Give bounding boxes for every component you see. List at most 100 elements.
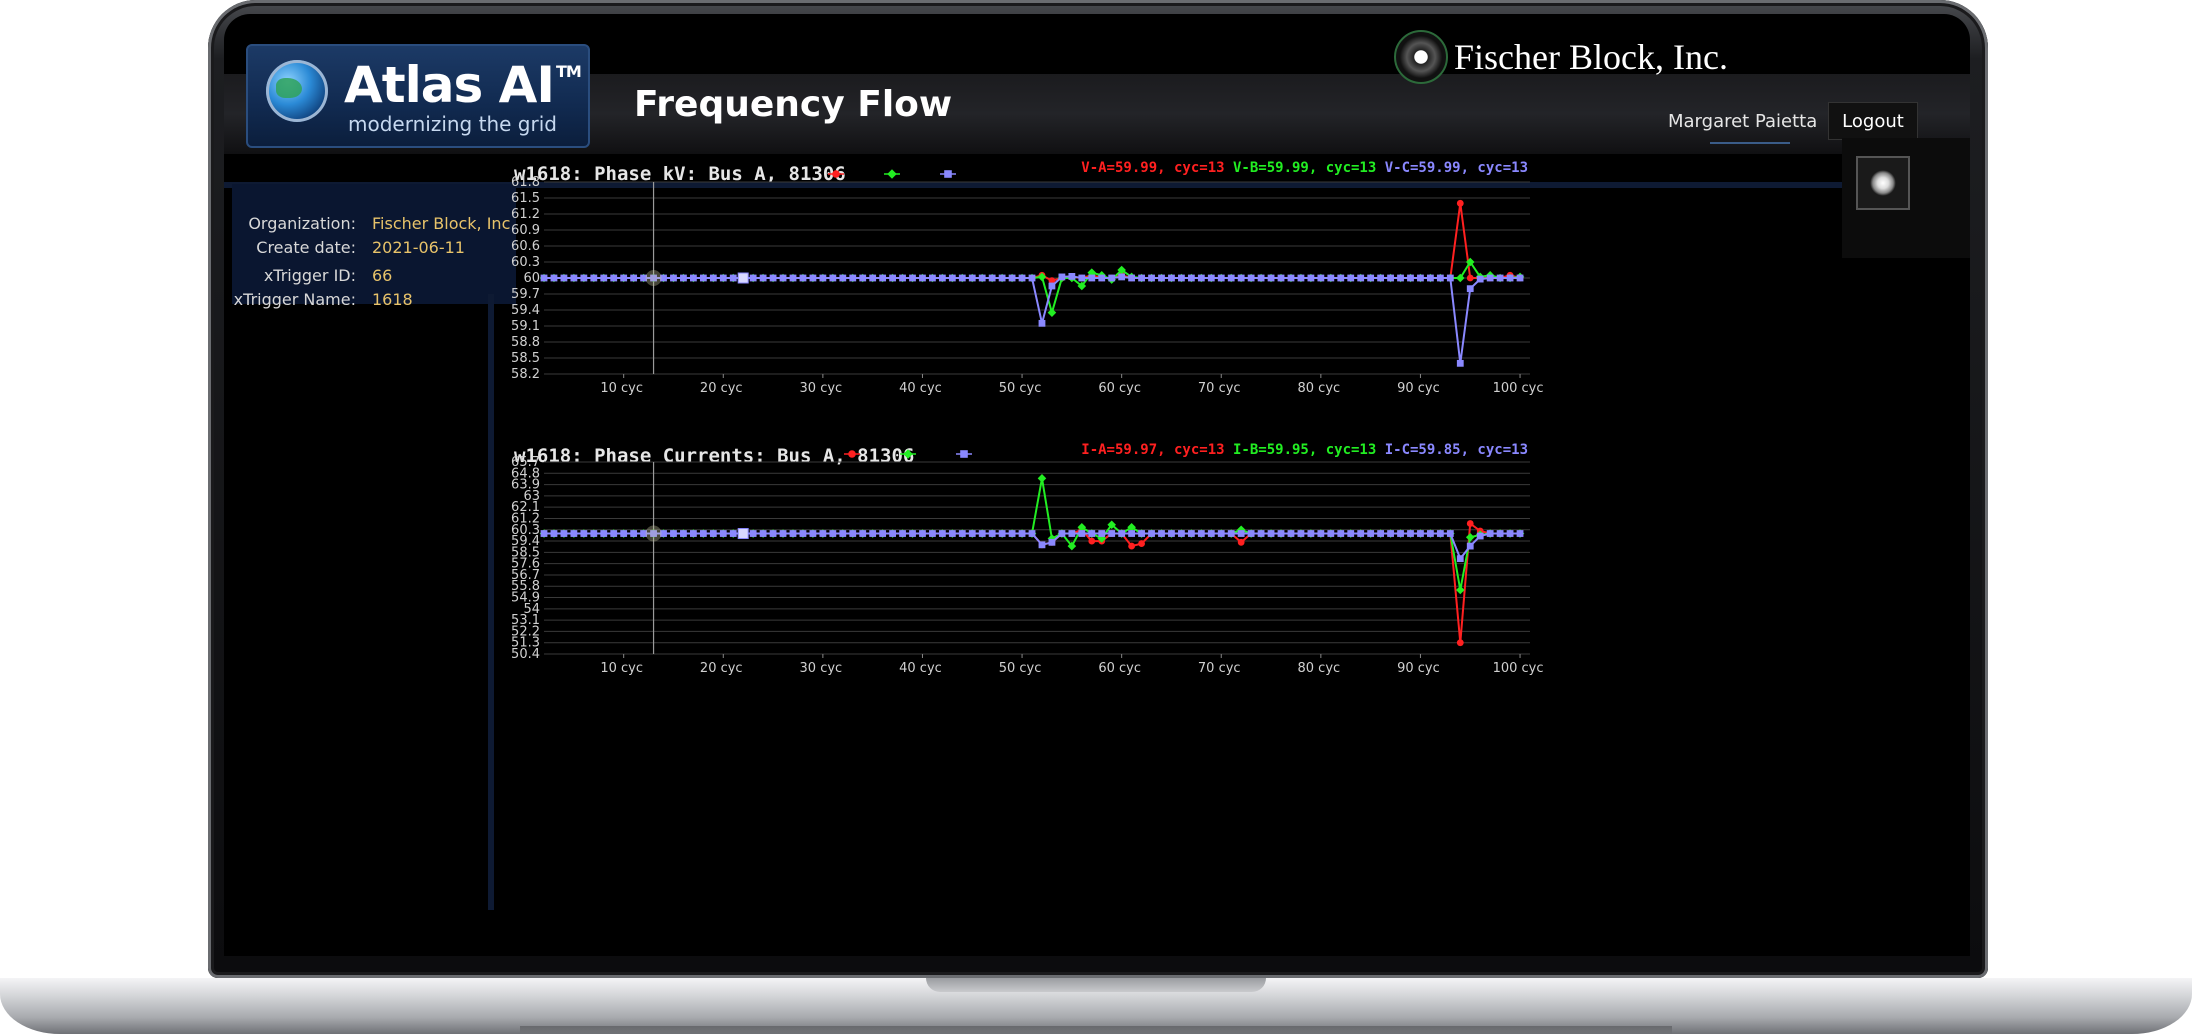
data-point-i-c (1407, 530, 1414, 537)
data-point-v-c (1327, 274, 1335, 282)
data-point-v-c (1237, 274, 1245, 282)
data-point-i-c (1178, 530, 1185, 537)
data-point-i-c (560, 530, 568, 537)
data-point-v-c (1148, 274, 1155, 282)
cursor-marker (645, 525, 662, 542)
y-tick-label: 50.4 (511, 647, 540, 662)
x-tick-label: 90 cyc (1397, 661, 1440, 676)
cursor-marker (645, 270, 662, 286)
y-tick-label: 54 (523, 602, 540, 617)
data-point-v-c (1377, 274, 1385, 282)
data-point-i-a (1456, 639, 1464, 647)
data-point-i-c (1048, 538, 1056, 546)
data-point-i-c (610, 530, 618, 537)
data-point-v-c (879, 274, 887, 282)
data-point-v-c (919, 274, 926, 282)
legend-entry: I-A=59.97, cyc=13 (1081, 442, 1224, 458)
data-point-i-b (1067, 541, 1077, 551)
data-point-v-c (699, 274, 707, 282)
y-tick-label: 61.2 (511, 207, 540, 222)
series-line-v-a (544, 203, 1521, 282)
x-tick-label: 90 cyc (1397, 381, 1440, 396)
data-point-i-b (1107, 520, 1116, 530)
x-tick-label: 20 cyc (700, 661, 743, 676)
data-point-i-c (1068, 530, 1076, 537)
data-point-v-c (889, 274, 896, 282)
data-point-v-b (1465, 257, 1475, 267)
data-point-v-c (540, 274, 548, 282)
data-point-i-c (1327, 530, 1335, 537)
y-tick-label: 61.5 (511, 191, 540, 206)
y-tick-label: 59.4 (511, 303, 540, 318)
data-point-i-c (1028, 530, 1036, 537)
data-point-i-b (1077, 522, 1087, 532)
data-point-i-c (1118, 530, 1126, 537)
data-point-i-c (1098, 530, 1106, 537)
data-point-v-c (1476, 275, 1484, 283)
data-point-v-c (1207, 274, 1215, 282)
y-tick-label: 57.6 (511, 557, 540, 572)
data-point-v-b (1077, 281, 1087, 291)
data-point-v-c (1466, 285, 1474, 293)
data-point-i-c (849, 530, 857, 537)
y-tick-label: 61.8 (511, 175, 540, 190)
data-point-i-c (1267, 530, 1275, 537)
data-point-i-c (799, 530, 807, 537)
data-point-i-c (550, 530, 558, 537)
info-label: xTrigger ID: (263, 266, 356, 285)
data-point-v-c (1397, 274, 1404, 282)
data-point-i-c (1038, 541, 1046, 549)
data-point-i-c (1297, 530, 1305, 537)
data-point-v-c (1128, 274, 1136, 282)
legend-entry: I-C=59.85, cyc=13 (1376, 442, 1528, 458)
data-point-i-c (570, 530, 578, 537)
y-tick-label: 58.5 (511, 545, 540, 560)
data-point-i-c (879, 530, 887, 537)
data-point-v-c (958, 274, 966, 282)
data-point-v-c (670, 274, 677, 282)
data-point-i-c (580, 530, 588, 537)
data-point-v-c (1496, 274, 1504, 282)
brand-logo[interactable]: Atlas AI TM modernizing the grid (246, 44, 590, 148)
data-point-v-c (909, 274, 916, 282)
data-point-i-c (1466, 542, 1474, 550)
data-point-i-c (779, 530, 787, 537)
data-point-v-b (1047, 308, 1057, 317)
legend-marker-v-b (887, 169, 897, 179)
company-mark-button[interactable] (1856, 156, 1910, 210)
data-point-i-a (1237, 538, 1245, 546)
legend-entry: V-B=59.99, cyc=13 (1225, 160, 1377, 176)
info-value: Fischer Block, Inc (372, 214, 511, 233)
laptop-notch (926, 978, 1266, 992)
data-point-i-c (709, 530, 717, 537)
charts-area[interactable]: w1618: Phase kV: Bus A, 81306 V-A=59.99, … (224, 14, 1970, 956)
data-point-v-c (948, 274, 956, 282)
data-point-v-c (968, 274, 976, 282)
data-point-v-c (1367, 274, 1375, 282)
data-point-i-c (1148, 530, 1155, 537)
info-value: 2021-06-11 (372, 238, 465, 257)
data-point-v-c (560, 274, 568, 282)
data-point-v-c (789, 274, 797, 282)
y-tick-label: 59.7 (511, 287, 540, 302)
x-tick-label: 40 cyc (899, 381, 942, 396)
page-title: Frequency Flow (634, 84, 953, 125)
y-tick-label: 61.2 (511, 511, 540, 526)
data-point-i-c (620, 530, 628, 537)
data-point-v-c (1247, 274, 1255, 282)
data-point-i-c (819, 530, 827, 537)
data-point-i-c (1237, 530, 1245, 537)
trigger-info-panel: Organization: Fischer Block, Inc Create … (232, 184, 516, 309)
info-row: Create date: 2021-06-11 (232, 238, 516, 260)
data-point-i-c (789, 530, 797, 537)
data-point-v-c (1138, 274, 1145, 282)
data-point-i-c (1128, 530, 1136, 537)
data-point-v-c (1287, 274, 1295, 282)
y-tick-label: 52.2 (511, 624, 540, 639)
data-point-v-c (1108, 274, 1116, 282)
legend-entry: V-C=59.99, cyc=13 (1376, 160, 1528, 176)
data-point-i-a (1138, 540, 1145, 547)
legend-entry: V-A=59.99, cyc=13 (1081, 160, 1224, 176)
data-point-i-c (1397, 530, 1404, 537)
data-point-i-c (1277, 530, 1285, 537)
